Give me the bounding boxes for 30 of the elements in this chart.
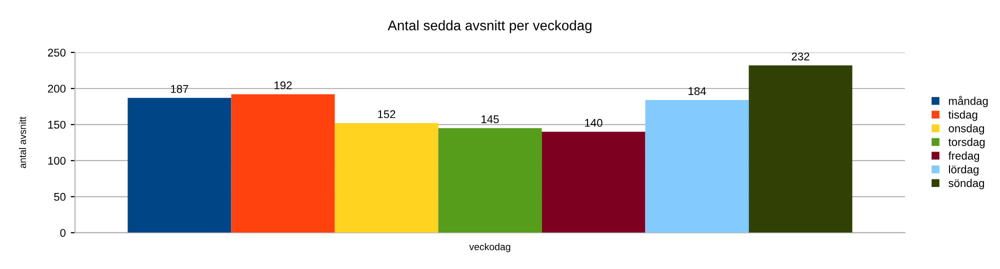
bar [334, 123, 438, 233]
data-label: 145 [482, 115, 499, 124]
bar [645, 100, 749, 233]
legend-label: fredag [948, 152, 980, 162]
legend-label: måndag [949, 96, 988, 108]
bar [231, 94, 335, 233]
data-label: 187 [171, 85, 188, 93]
y-tick-label: 250 [48, 48, 66, 57]
bar [128, 98, 232, 233]
chart-title: Antal sedda avsnitt per veckodag [388, 20, 592, 34]
y-axis-title: antal avsnitt [18, 116, 26, 168]
legend-label: onsdag [948, 124, 984, 135]
y-tick-label: 150 [48, 120, 66, 129]
legend-label: torsdag [948, 138, 985, 148]
legend-label: söndag [948, 178, 984, 190]
y-tick-label: 0 [60, 228, 66, 237]
bar [542, 132, 646, 233]
data-label: 140 [585, 118, 602, 127]
bar [748, 65, 852, 233]
legend-label: tisdag [948, 110, 978, 121]
legend-label: lördag [949, 165, 978, 176]
y-tick-label: 100 [48, 156, 66, 165]
y-tick-label: 50 [54, 192, 66, 201]
data-label: 152 [378, 110, 396, 118]
bar [438, 128, 542, 233]
x-axis-title: veckodag [469, 243, 510, 252]
data-label: 192 [274, 81, 292, 90]
data-label: 232 [792, 52, 810, 60]
data-label: 184 [688, 87, 706, 96]
y-tick-label: 200 [48, 84, 66, 93]
